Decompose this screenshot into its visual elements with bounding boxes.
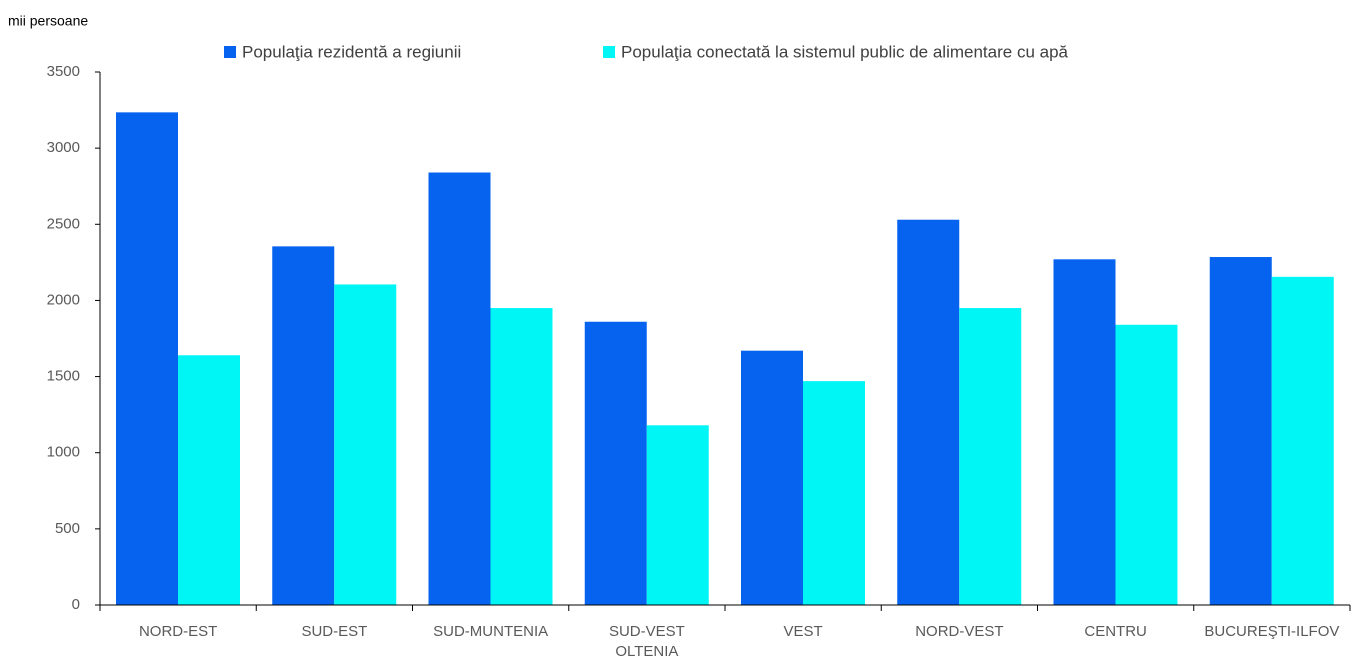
y-tick-label: 1000	[47, 444, 80, 461]
bar	[959, 308, 1022, 605]
bar	[1271, 276, 1334, 605]
x-tick-label: NORD-VEST	[915, 623, 1004, 640]
y-tick-label: 2500	[47, 215, 80, 232]
y-axis-label: mii persoane	[8, 13, 88, 29]
legend-swatch	[224, 46, 236, 58]
bar	[272, 246, 335, 606]
bar	[897, 219, 960, 605]
x-tick-label: SUD-EST	[301, 623, 368, 640]
x-tick-label: CENTRU	[1084, 623, 1147, 640]
x-tick-label: BUCUREŞTI-ILFOV	[1204, 623, 1340, 640]
bar	[428, 172, 491, 605]
x-tick-label: SUD-VEST OLTENIA	[608, 623, 685, 660]
legend-swatch	[603, 46, 615, 58]
legend-label: Populaţia conectată la sistemul public d…	[621, 42, 1069, 61]
bar	[1053, 259, 1116, 605]
x-tick-label: VEST	[783, 623, 823, 640]
x-tick-label: SUD-MUNTENIA	[433, 623, 549, 640]
bar	[178, 355, 240, 605]
bar	[803, 381, 865, 605]
y-tick-label: 2000	[47, 291, 80, 308]
legend-label: Populaţia rezidentă a regiunii	[242, 42, 461, 61]
bar	[1209, 257, 1272, 605]
bar	[1115, 324, 1178, 605]
bar	[646, 425, 709, 605]
y-tick-label: 500	[55, 520, 80, 537]
bar	[490, 308, 553, 605]
y-tick-label: 0	[72, 596, 80, 613]
y-tick-label: 3500	[47, 63, 80, 80]
bar	[741, 350, 803, 605]
bar	[116, 112, 178, 605]
bar	[584, 321, 647, 605]
bar	[334, 284, 397, 605]
y-tick-label: 3000	[47, 139, 80, 156]
y-tick-label: 1500	[47, 368, 80, 385]
x-tick-label: NORD-EST	[138, 623, 218, 640]
